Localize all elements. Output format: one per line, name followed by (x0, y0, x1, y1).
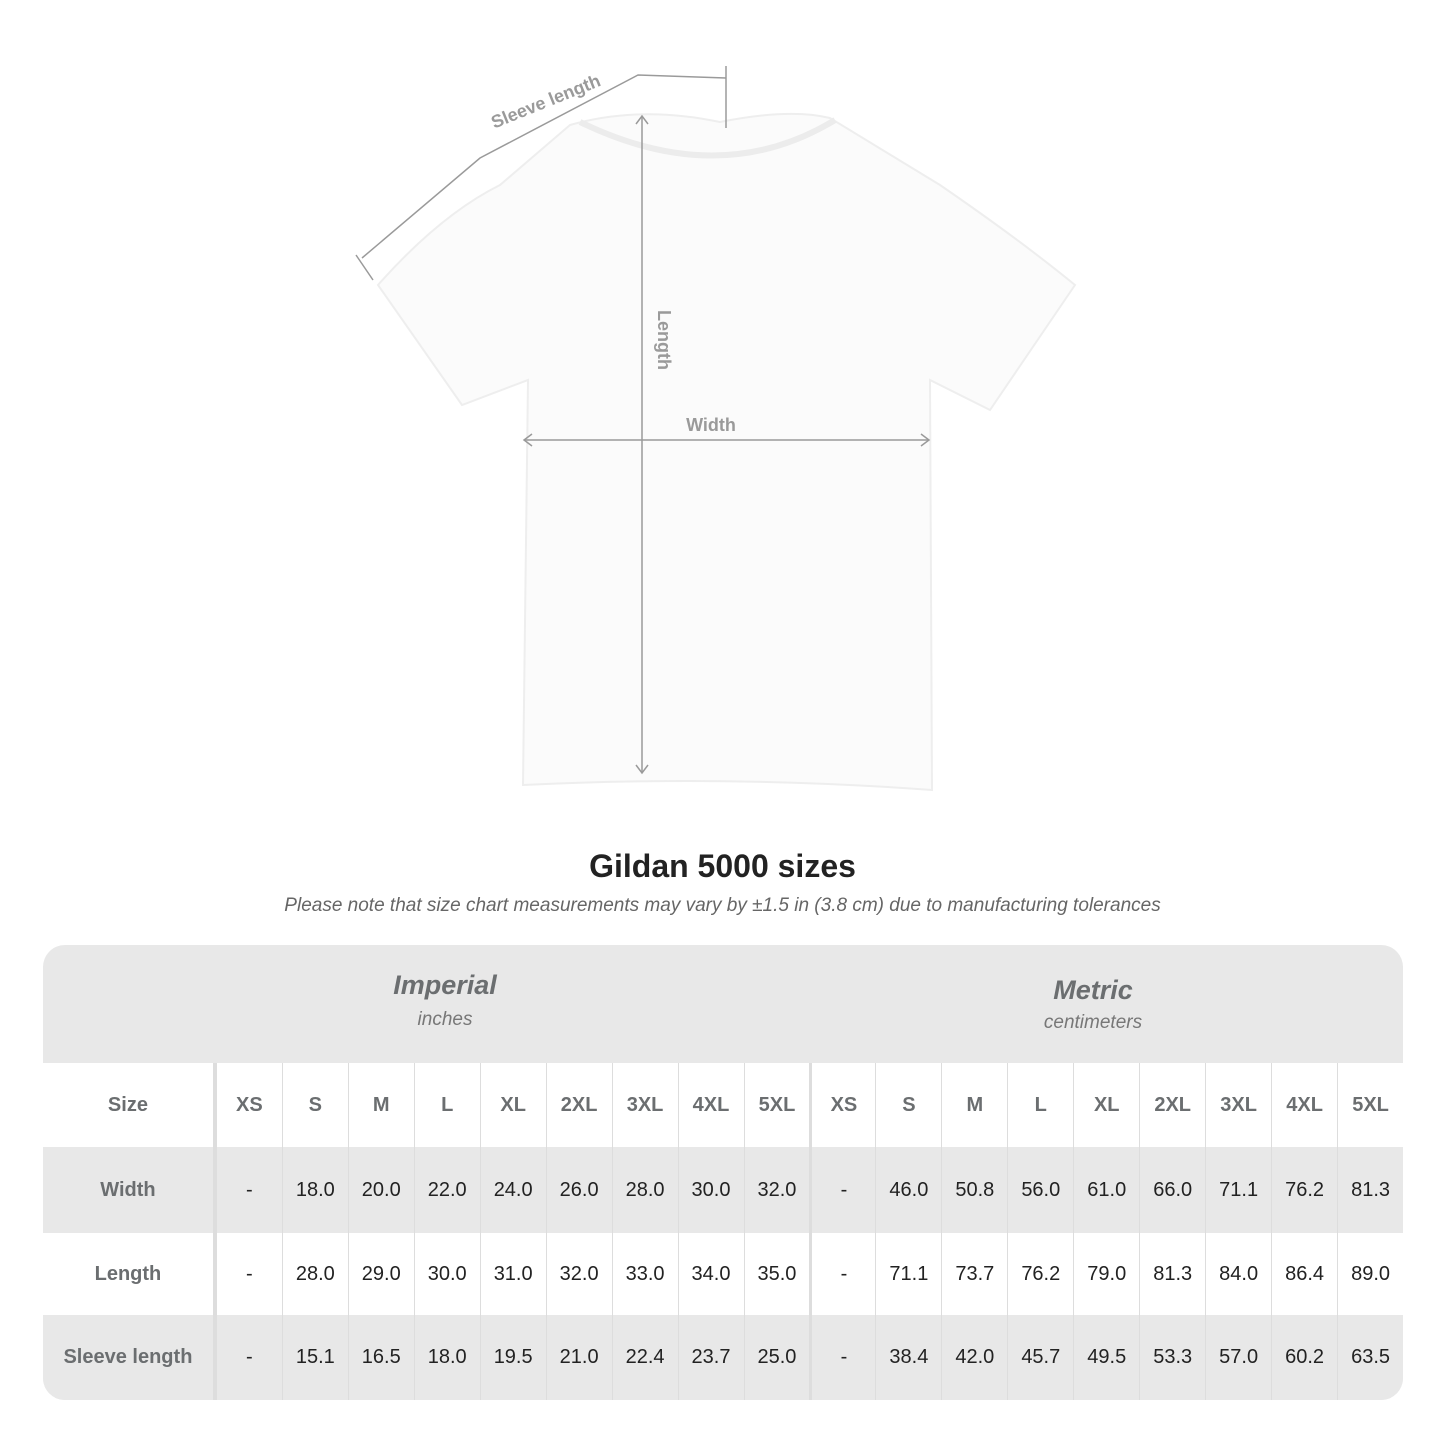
metric-value: - (809, 1315, 875, 1400)
metric-value: 61.0 (1073, 1147, 1139, 1233)
metric-value: 73.7 (941, 1233, 1007, 1315)
table-row: Sleeve length -15.1 16.5 18.0 19.5 21.0 22.4 23… (43, 1315, 1403, 1400)
metric-value: 76.2 (1271, 1147, 1337, 1233)
tshirt-collar (578, 117, 837, 159)
size-metric: L (1007, 1063, 1073, 1147)
imperial-value: 24.0 (479, 1147, 546, 1233)
metric-value: 46.0 (875, 1147, 941, 1233)
size-metric: XS (809, 1063, 875, 1147)
imperial-value: 35.0 (743, 1233, 810, 1315)
imperial-value: 30.0 (677, 1147, 744, 1233)
tshirt-shape (376, 112, 1077, 792)
row-label: Length (43, 1233, 216, 1315)
size-metric: 4XL (1271, 1063, 1337, 1147)
imperial-value: 23.7 (677, 1315, 744, 1400)
size-imperial: 5XL (743, 1063, 810, 1147)
width-label: Width (686, 415, 736, 435)
imperial-value: 28.0 (611, 1147, 678, 1233)
row-label: Width (43, 1147, 216, 1233)
size-imperial: 3XL (611, 1063, 678, 1147)
metric-value: 63.5 (1337, 1315, 1403, 1400)
metric-unit: centimeters (1043, 1012, 1143, 1033)
tolerance-note: Please note that size chart measurements… (284, 895, 1161, 916)
metric-value: 42.0 (941, 1315, 1007, 1400)
imperial-value: 19.5 (479, 1315, 546, 1400)
size-header-label: Size (43, 1063, 216, 1147)
imperial-value: 16.5 (347, 1315, 414, 1400)
metric-value: 38.4 (875, 1315, 941, 1400)
imperial-header: Imperial inches (216, 945, 674, 1063)
metric-value: 71.1 (875, 1233, 941, 1315)
imperial-value: 15.1 (281, 1315, 348, 1400)
size-table: Imperial inches Metric centimeters Size X… (43, 945, 1403, 1400)
imperial-value: 22.0 (413, 1147, 480, 1233)
imperial-value: 18.0 (413, 1315, 480, 1400)
metric-value: 84.0 (1205, 1233, 1271, 1315)
size-imperial: 2XL (545, 1063, 612, 1147)
metric-value: 60.2 (1271, 1315, 1337, 1400)
size-metric: M (941, 1063, 1007, 1147)
imperial-value: 32.0 (743, 1147, 810, 1233)
size-metric: 5XL (1337, 1063, 1403, 1147)
size-imperial: XL (479, 1063, 546, 1147)
size-metric: 3XL (1205, 1063, 1271, 1147)
table-row: Width -18.0 20.0 22.0 24.0 26.0 28.0 30.0 32.0-4… (43, 1147, 1403, 1233)
imperial-value: 18.0 (281, 1147, 348, 1233)
sleeve-measure-line (361, 74, 727, 259)
metric-value: 50.8 (941, 1147, 1007, 1233)
imperial-value: - (215, 1233, 282, 1315)
size-metric: 2XL (1139, 1063, 1205, 1147)
size-header-row: Size XS S M L XL 2XL 3XL 4XL 5XL XS S M L XL 2XL 3XL 4XL 5… (43, 1063, 1403, 1147)
metric-value: 86.4 (1271, 1233, 1337, 1315)
imperial-value: 28.0 (281, 1233, 348, 1315)
size-imperial: 4XL (677, 1063, 744, 1147)
imperial-value: 29.0 (347, 1233, 414, 1315)
size-imperial: L (413, 1063, 480, 1147)
row-label: Sleeve length (43, 1315, 216, 1400)
metric-header: Metric centimeters (810, 945, 1376, 1063)
imperial-title: Imperial (393, 970, 497, 1000)
size-metric: S (875, 1063, 941, 1147)
metric-value: 79.0 (1073, 1233, 1139, 1315)
metric-value: 66.0 (1139, 1147, 1205, 1233)
size-imperial: M (347, 1063, 414, 1147)
table-row: Length -28.0 29.0 30.0 31.0 32.0 33.0 34.0 35.0-… (43, 1233, 1403, 1315)
imperial-value: - (215, 1147, 282, 1233)
size-metric: XL (1073, 1063, 1139, 1147)
imperial-value: 22.4 (611, 1315, 678, 1400)
metric-value: 56.0 (1007, 1147, 1073, 1233)
metric-value: 71.1 (1205, 1147, 1271, 1233)
size-imperial: S (281, 1063, 348, 1147)
imperial-value: 26.0 (545, 1147, 612, 1233)
metric-value: 49.5 (1073, 1315, 1139, 1400)
imperial-unit: inches (417, 1009, 473, 1030)
imperial-value: 33.0 (611, 1233, 678, 1315)
metric-value: - (809, 1147, 875, 1233)
metric-value: 53.3 (1139, 1315, 1205, 1400)
imperial-value: - (215, 1315, 282, 1400)
imperial-value: 34.0 (677, 1233, 744, 1315)
imperial-value: 31.0 (479, 1233, 546, 1315)
metric-value: 45.7 (1007, 1315, 1073, 1400)
chart-title: Gildan 5000 sizes (589, 848, 856, 884)
metric-value: 89.0 (1337, 1233, 1403, 1315)
size-imperial: XS (215, 1063, 282, 1147)
length-label: Length (654, 310, 674, 370)
metric-value: 81.3 (1139, 1233, 1205, 1315)
imperial-value: 30.0 (413, 1233, 480, 1315)
metric-value: 57.0 (1205, 1315, 1271, 1400)
metric-title: Metric (1053, 975, 1133, 1005)
imperial-value: 25.0 (743, 1315, 810, 1400)
imperial-value: 21.0 (545, 1315, 612, 1400)
imperial-value: 20.0 (347, 1147, 414, 1233)
imperial-value: 32.0 (545, 1233, 612, 1315)
tshirt-diagram: Sleeve length Length Width (355, 66, 1077, 792)
metric-value: 81.3 (1337, 1147, 1403, 1233)
metric-value: 76.2 (1007, 1233, 1073, 1315)
metric-value: - (809, 1233, 875, 1315)
